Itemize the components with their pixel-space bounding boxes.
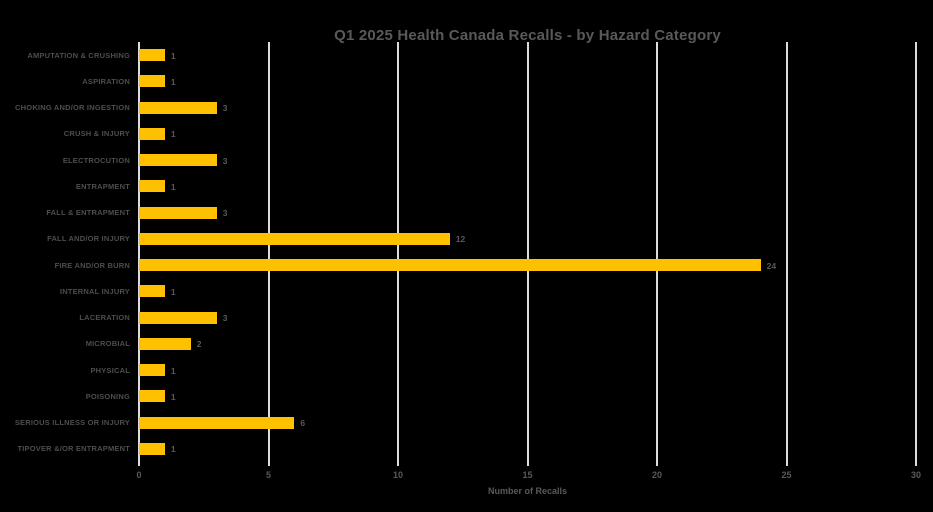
bar bbox=[139, 442, 165, 455]
y-axis-line bbox=[138, 42, 140, 466]
value-label: 1 bbox=[170, 50, 176, 61]
x-axis-label: Number of Recalls bbox=[487, 486, 568, 496]
bar bbox=[139, 154, 217, 167]
category-label: CHOKING AND/OR INGESTION bbox=[15, 103, 130, 113]
x-tick-label: 30 bbox=[910, 470, 921, 480]
category-label: ASPIRATION bbox=[82, 76, 130, 86]
value-label: 24 bbox=[766, 260, 777, 271]
bar bbox=[139, 127, 165, 140]
value-label: 1 bbox=[170, 76, 176, 87]
chart-title: Q1 2025 Health Canada Recalls - by Hazar… bbox=[334, 27, 721, 44]
category-label: POISONING bbox=[85, 391, 130, 401]
bar bbox=[139, 49, 165, 62]
bar bbox=[139, 206, 217, 219]
category-label: LACERATION bbox=[79, 313, 130, 323]
category-label: TIPOVER &/OR ENTRAPMENT bbox=[17, 444, 130, 454]
value-label: 6 bbox=[300, 418, 306, 429]
x-tick-label: 5 bbox=[265, 470, 271, 480]
bar bbox=[139, 75, 165, 88]
category-label: ELECTROCUTION bbox=[62, 155, 130, 165]
x-tick-label: 0 bbox=[136, 470, 142, 480]
gridline bbox=[785, 42, 788, 466]
bar bbox=[139, 364, 165, 377]
value-label: 3 bbox=[222, 155, 228, 166]
category-label: FALL & ENTRAPMENT bbox=[46, 208, 130, 218]
category-label: FIRE AND/OR BURN bbox=[54, 260, 130, 270]
category-label: MICROBIAL bbox=[85, 339, 130, 349]
value-label: 12 bbox=[455, 234, 466, 245]
gridline bbox=[267, 42, 270, 466]
bar bbox=[139, 311, 217, 324]
category-label: CRUSH & INJURY bbox=[63, 129, 130, 139]
bar bbox=[139, 232, 450, 245]
bar bbox=[139, 416, 295, 429]
value-label: 1 bbox=[170, 286, 176, 297]
x-tick-label: 10 bbox=[392, 470, 403, 480]
value-label: 1 bbox=[170, 444, 176, 455]
value-label: 1 bbox=[170, 181, 176, 192]
gridline bbox=[656, 42, 658, 466]
bar bbox=[139, 390, 165, 403]
x-tick-label: 20 bbox=[651, 470, 662, 480]
category-label: FALL AND/OR INJURY bbox=[47, 234, 130, 244]
value-label: 1 bbox=[170, 129, 176, 140]
bar bbox=[139, 180, 165, 193]
gridline bbox=[526, 42, 529, 466]
bar bbox=[139, 259, 761, 272]
value-label: 3 bbox=[222, 103, 228, 114]
value-label: 2 bbox=[196, 339, 202, 350]
category-label: AMPUTATION & CRUSHING bbox=[27, 50, 130, 60]
value-label: 3 bbox=[222, 208, 228, 219]
category-label: PHYSICAL bbox=[90, 365, 130, 375]
category-label: INTERNAL INJURY bbox=[59, 286, 130, 296]
x-tick-label: 25 bbox=[781, 470, 792, 480]
value-label: 3 bbox=[222, 313, 228, 324]
bar bbox=[139, 285, 165, 298]
value-label: 1 bbox=[170, 365, 176, 376]
category-label: SERIOUS ILLNESS OR INJURY bbox=[14, 418, 130, 428]
category-label: ENTRAPMENT bbox=[75, 181, 130, 191]
gridline bbox=[915, 42, 917, 466]
x-tick-label: 15 bbox=[522, 470, 533, 480]
bar bbox=[139, 101, 217, 114]
gridline bbox=[397, 42, 399, 466]
bar bbox=[139, 337, 191, 350]
value-label: 1 bbox=[170, 391, 176, 402]
